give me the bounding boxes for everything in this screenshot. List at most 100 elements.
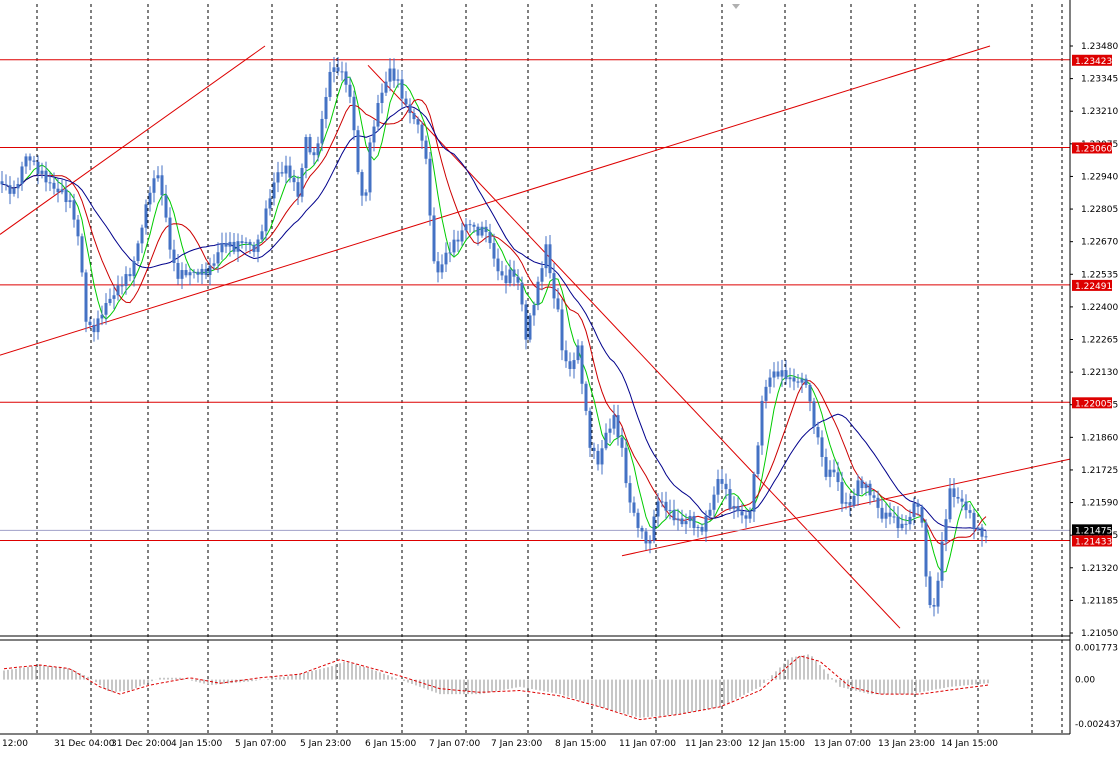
candle-body [668, 509, 672, 511]
price-tags: 1.23423 1.23060 1.22491 1.22005 1.214331.214… [1072, 54, 1112, 547]
candle-body [128, 274, 132, 277]
candle-body [828, 469, 832, 477]
candle-body [676, 518, 680, 521]
candle-body [720, 479, 724, 484]
candle-body [340, 71, 344, 73]
candle-body [40, 170, 44, 174]
candle-body [976, 527, 980, 529]
candle-body [264, 208, 268, 232]
candle-body [368, 142, 372, 193]
candle-body [196, 271, 200, 275]
candle-body [468, 224, 472, 226]
current-price-label: 1.21475 [1075, 526, 1112, 536]
candle-body [8, 185, 12, 194]
candle-body [0, 181, 4, 185]
candle-body [452, 239, 456, 253]
candle-body [744, 515, 748, 519]
oscillator-panel [3, 654, 989, 721]
candle-body [216, 252, 220, 264]
candle-body [48, 182, 52, 184]
candle-body [112, 295, 116, 299]
price-tick-label: 1.21590 [1081, 499, 1118, 509]
candle-body [588, 410, 592, 448]
candle-body [872, 495, 876, 498]
price-tick-label: 1.22265 [1081, 336, 1118, 346]
candle-body [376, 103, 380, 127]
time-tick-label: 5 Jan 07:00 [235, 739, 287, 749]
candle-body [728, 489, 732, 509]
candle-body [516, 276, 520, 283]
time-tick-label: 11 Jan 23:00 [685, 739, 742, 749]
candle-body [560, 309, 564, 351]
candle-body [184, 270, 188, 276]
candle-body [80, 236, 84, 273]
level-price-label: 1.21433 [1075, 537, 1112, 547]
candle-body [44, 170, 48, 183]
candle-body [188, 272, 192, 276]
candle-body [820, 437, 824, 457]
candle-body [160, 175, 164, 196]
candle-body [192, 271, 196, 273]
level-price-tag [1072, 279, 1112, 291]
candle-body [524, 304, 528, 340]
time-tick-label: 31 Dec 20:00 [111, 739, 172, 749]
candle-body [652, 516, 656, 541]
candle-body [972, 512, 976, 529]
candle-body [784, 370, 788, 380]
candle-body [880, 507, 884, 519]
price-tick-label: 1.22940 [1081, 172, 1118, 182]
candle-body [336, 67, 340, 72]
grid-lines [36, 4, 1063, 734]
candle-body [840, 482, 844, 504]
candle-body [288, 165, 292, 178]
candle-body [920, 506, 924, 523]
candle-body [552, 273, 556, 299]
candle-body [892, 516, 896, 518]
candle-body [272, 182, 276, 199]
candle-body [912, 503, 916, 517]
candle-body [528, 315, 532, 340]
candle-body [328, 71, 332, 97]
candle-body [52, 182, 56, 189]
candle-body [940, 541, 944, 581]
candle-body [68, 200, 72, 203]
candle-body [680, 518, 684, 525]
candle-body [944, 519, 948, 542]
time-tick-label: 14 Jan 15:00 [941, 739, 998, 749]
candle-body [92, 324, 96, 333]
candle-body [212, 263, 216, 266]
candle-body [936, 580, 940, 607]
candle-body [904, 523, 908, 525]
candle-body [768, 377, 772, 387]
candle-body [852, 495, 856, 506]
trendline [0, 45, 266, 235]
current-price-tag [1072, 524, 1112, 536]
candle-body [304, 137, 308, 168]
candle-body [960, 498, 964, 502]
candle-body [576, 345, 580, 361]
candle-body [948, 488, 952, 520]
candle-body [908, 516, 912, 525]
candle-body [416, 119, 420, 125]
candle-body [268, 198, 272, 209]
candle-body [36, 161, 40, 174]
candle-body [520, 282, 524, 305]
price-tick-label: 1.21725 [1081, 466, 1118, 476]
osc-signal-line [3, 655, 989, 721]
candle-body [72, 200, 76, 220]
time-tick-label: 7 Jan 07:00 [429, 739, 481, 749]
candle-body [56, 188, 60, 193]
candle-body [440, 264, 444, 273]
candle-body [308, 137, 312, 153]
candle-body [28, 156, 32, 161]
candle-body [736, 505, 740, 512]
candle-body [928, 576, 932, 605]
time-tick-label: 12 Jan 15:00 [748, 739, 805, 749]
price-tick-label: 1.22805 [1081, 205, 1118, 215]
candle-body [752, 473, 756, 512]
price-tick-label: 1.23210 [1081, 107, 1118, 117]
candle-body [424, 140, 428, 159]
candle-body [684, 521, 688, 525]
